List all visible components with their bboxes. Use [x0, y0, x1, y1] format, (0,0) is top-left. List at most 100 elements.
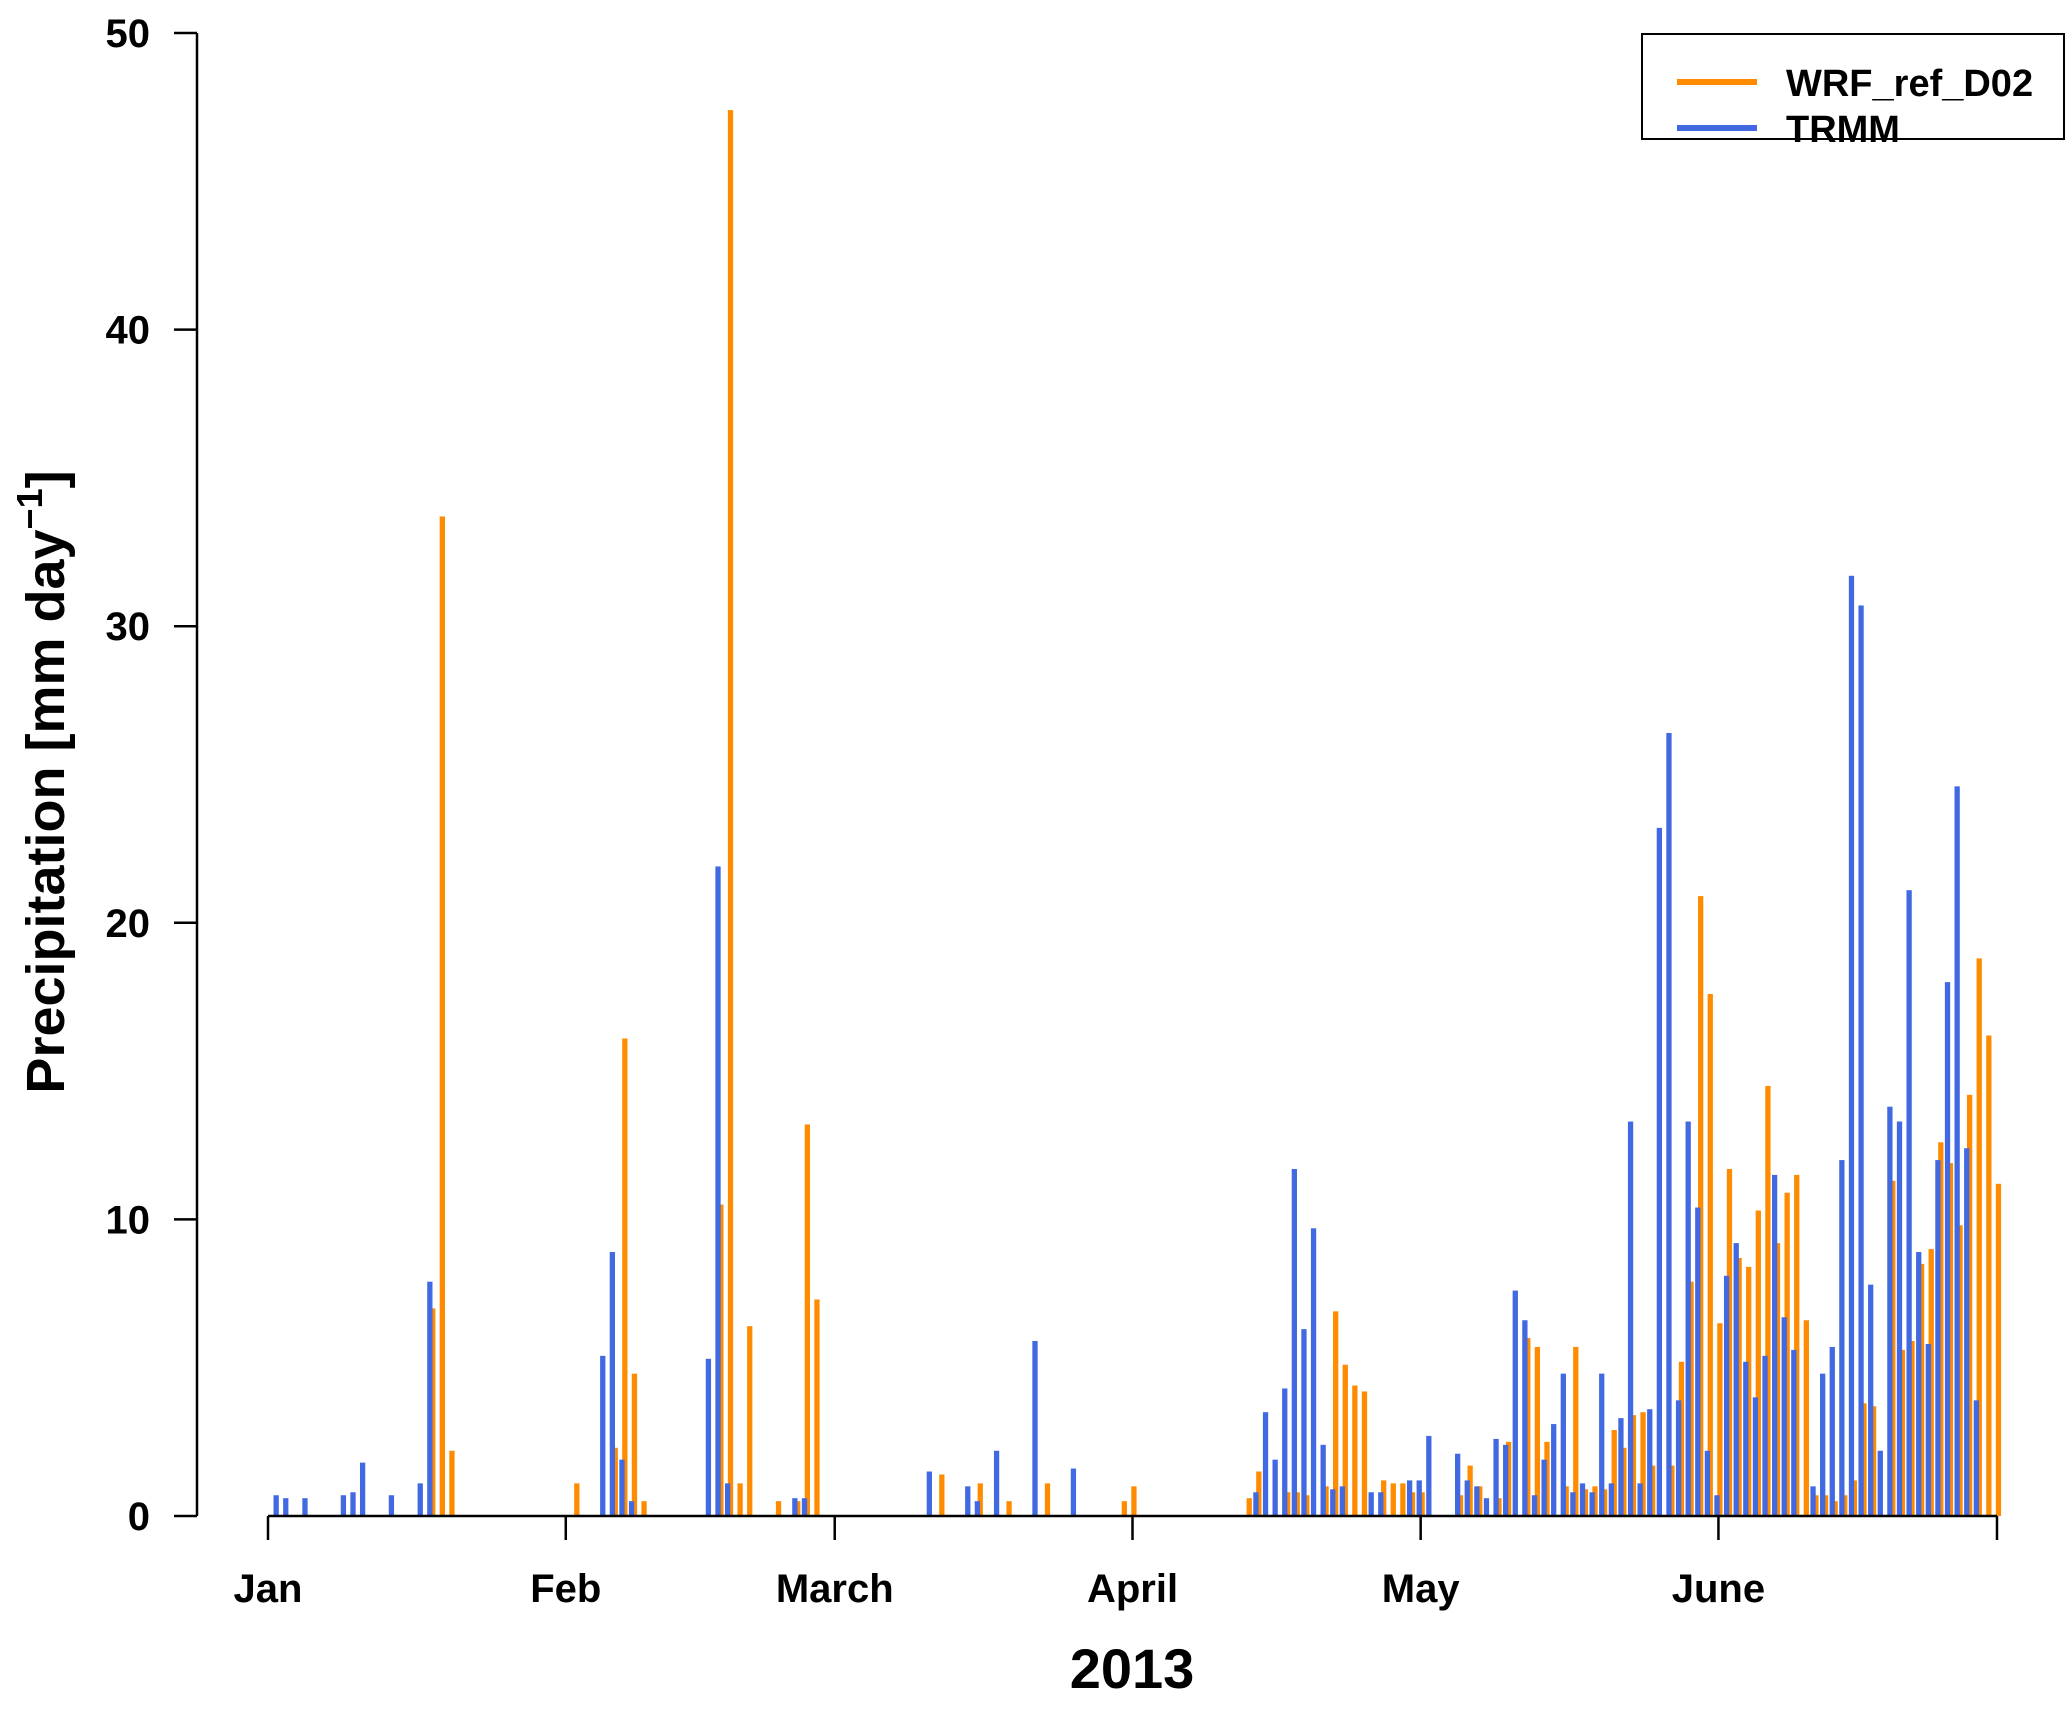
bar	[430, 1308, 436, 1516]
bars-layer	[273, 110, 2002, 1517]
bar	[737, 1483, 743, 1516]
y-axis-title-close: ]	[16, 470, 76, 488]
bar	[804, 1124, 810, 1516]
bar	[1467, 1465, 1473, 1516]
bar	[1032, 1341, 1038, 1516]
bar	[1887, 1106, 1893, 1516]
bar	[1525, 1338, 1531, 1516]
bar	[1246, 1498, 1252, 1516]
bar	[1973, 1400, 1979, 1516]
bar	[1570, 1492, 1576, 1516]
bar	[631, 1373, 638, 1516]
bar	[1301, 1329, 1307, 1516]
bar	[1781, 1317, 1787, 1516]
bar	[1522, 1320, 1528, 1516]
bar	[1310, 1228, 1317, 1516]
bar	[1669, 1465, 1675, 1516]
bar	[1381, 1480, 1387, 1516]
bar	[1409, 1492, 1416, 1516]
y-tick-label: 30	[106, 605, 151, 649]
bar	[1342, 1364, 1348, 1516]
bar	[1390, 1483, 1396, 1516]
bar	[359, 1462, 366, 1516]
bar	[1131, 1486, 1137, 1516]
bar	[1870, 1406, 1877, 1516]
bar	[1810, 1486, 1816, 1516]
bar	[1496, 1498, 1502, 1516]
bar	[1925, 1343, 1931, 1516]
bar	[1291, 1168, 1297, 1516]
bar	[1573, 1346, 1579, 1516]
bar	[1339, 1486, 1346, 1516]
bar	[1262, 1412, 1269, 1516]
bar	[1621, 1447, 1627, 1516]
bar	[1964, 1148, 1970, 1516]
bar	[795, 1501, 801, 1516]
bar	[801, 1498, 808, 1516]
bar	[417, 1483, 423, 1516]
bar	[1474, 1486, 1480, 1516]
bar	[926, 1471, 932, 1516]
y-tick-label: 40	[106, 309, 151, 353]
bar	[1640, 1412, 1646, 1516]
bar	[1822, 1495, 1829, 1516]
x-tick-label: May	[1382, 1567, 1461, 1611]
bar	[1717, 1323, 1723, 1516]
bar	[1333, 1311, 1339, 1516]
y-tick-label: 0	[128, 1495, 150, 1539]
bar	[1618, 1418, 1624, 1516]
bar	[1579, 1483, 1586, 1516]
bar	[1851, 1480, 1857, 1516]
bar	[1627, 1121, 1634, 1516]
bar	[1726, 1168, 1733, 1516]
bar	[1954, 786, 1960, 1516]
bar	[1531, 1495, 1538, 1516]
bar	[350, 1492, 356, 1516]
bar	[340, 1495, 347, 1516]
bar	[1400, 1483, 1406, 1516]
bar	[1986, 1035, 1992, 1516]
bar	[1630, 1415, 1637, 1516]
y-axis-title-exponent: −1	[9, 488, 50, 529]
bar	[1918, 1263, 1925, 1516]
bar	[1582, 1489, 1589, 1516]
bar	[1323, 1486, 1329, 1516]
bar	[1320, 1444, 1326, 1516]
bar	[1464, 1480, 1470, 1516]
bar	[1861, 1403, 1867, 1516]
bar	[1544, 1441, 1550, 1516]
bar	[1935, 1160, 1941, 1516]
bar	[1743, 1361, 1749, 1516]
bar	[1534, 1346, 1541, 1516]
bar	[993, 1450, 1000, 1516]
bar	[1976, 958, 1982, 1516]
bar	[775, 1501, 782, 1516]
bar	[1698, 896, 1704, 1516]
bar	[1957, 1225, 1963, 1516]
bar	[1947, 1163, 1954, 1516]
bar	[974, 1501, 981, 1516]
bar	[1858, 605, 1864, 1516]
bar	[1839, 1160, 1845, 1516]
bar	[1784, 1192, 1790, 1516]
x-ticks: Jan Feb March April May June	[234, 1516, 1999, 1611]
bar	[1909, 1341, 1915, 1516]
bar	[705, 1358, 712, 1516]
bar	[1685, 1121, 1691, 1516]
bar	[1848, 575, 1855, 1516]
bar	[1704, 1450, 1711, 1516]
bar	[1330, 1489, 1336, 1516]
bar	[1416, 1480, 1422, 1516]
bar	[1794, 1174, 1800, 1516]
bar	[1284, 1492, 1291, 1516]
bar	[1601, 1489, 1608, 1516]
bar	[1361, 1391, 1368, 1516]
bar	[1457, 1495, 1464, 1516]
bar	[1877, 1450, 1883, 1516]
bar	[1765, 1085, 1771, 1516]
bar	[1752, 1397, 1759, 1516]
bar	[1505, 1441, 1512, 1516]
bar	[1493, 1438, 1499, 1516]
legend-box	[1641, 33, 2065, 140]
bar	[1666, 732, 1672, 1516]
